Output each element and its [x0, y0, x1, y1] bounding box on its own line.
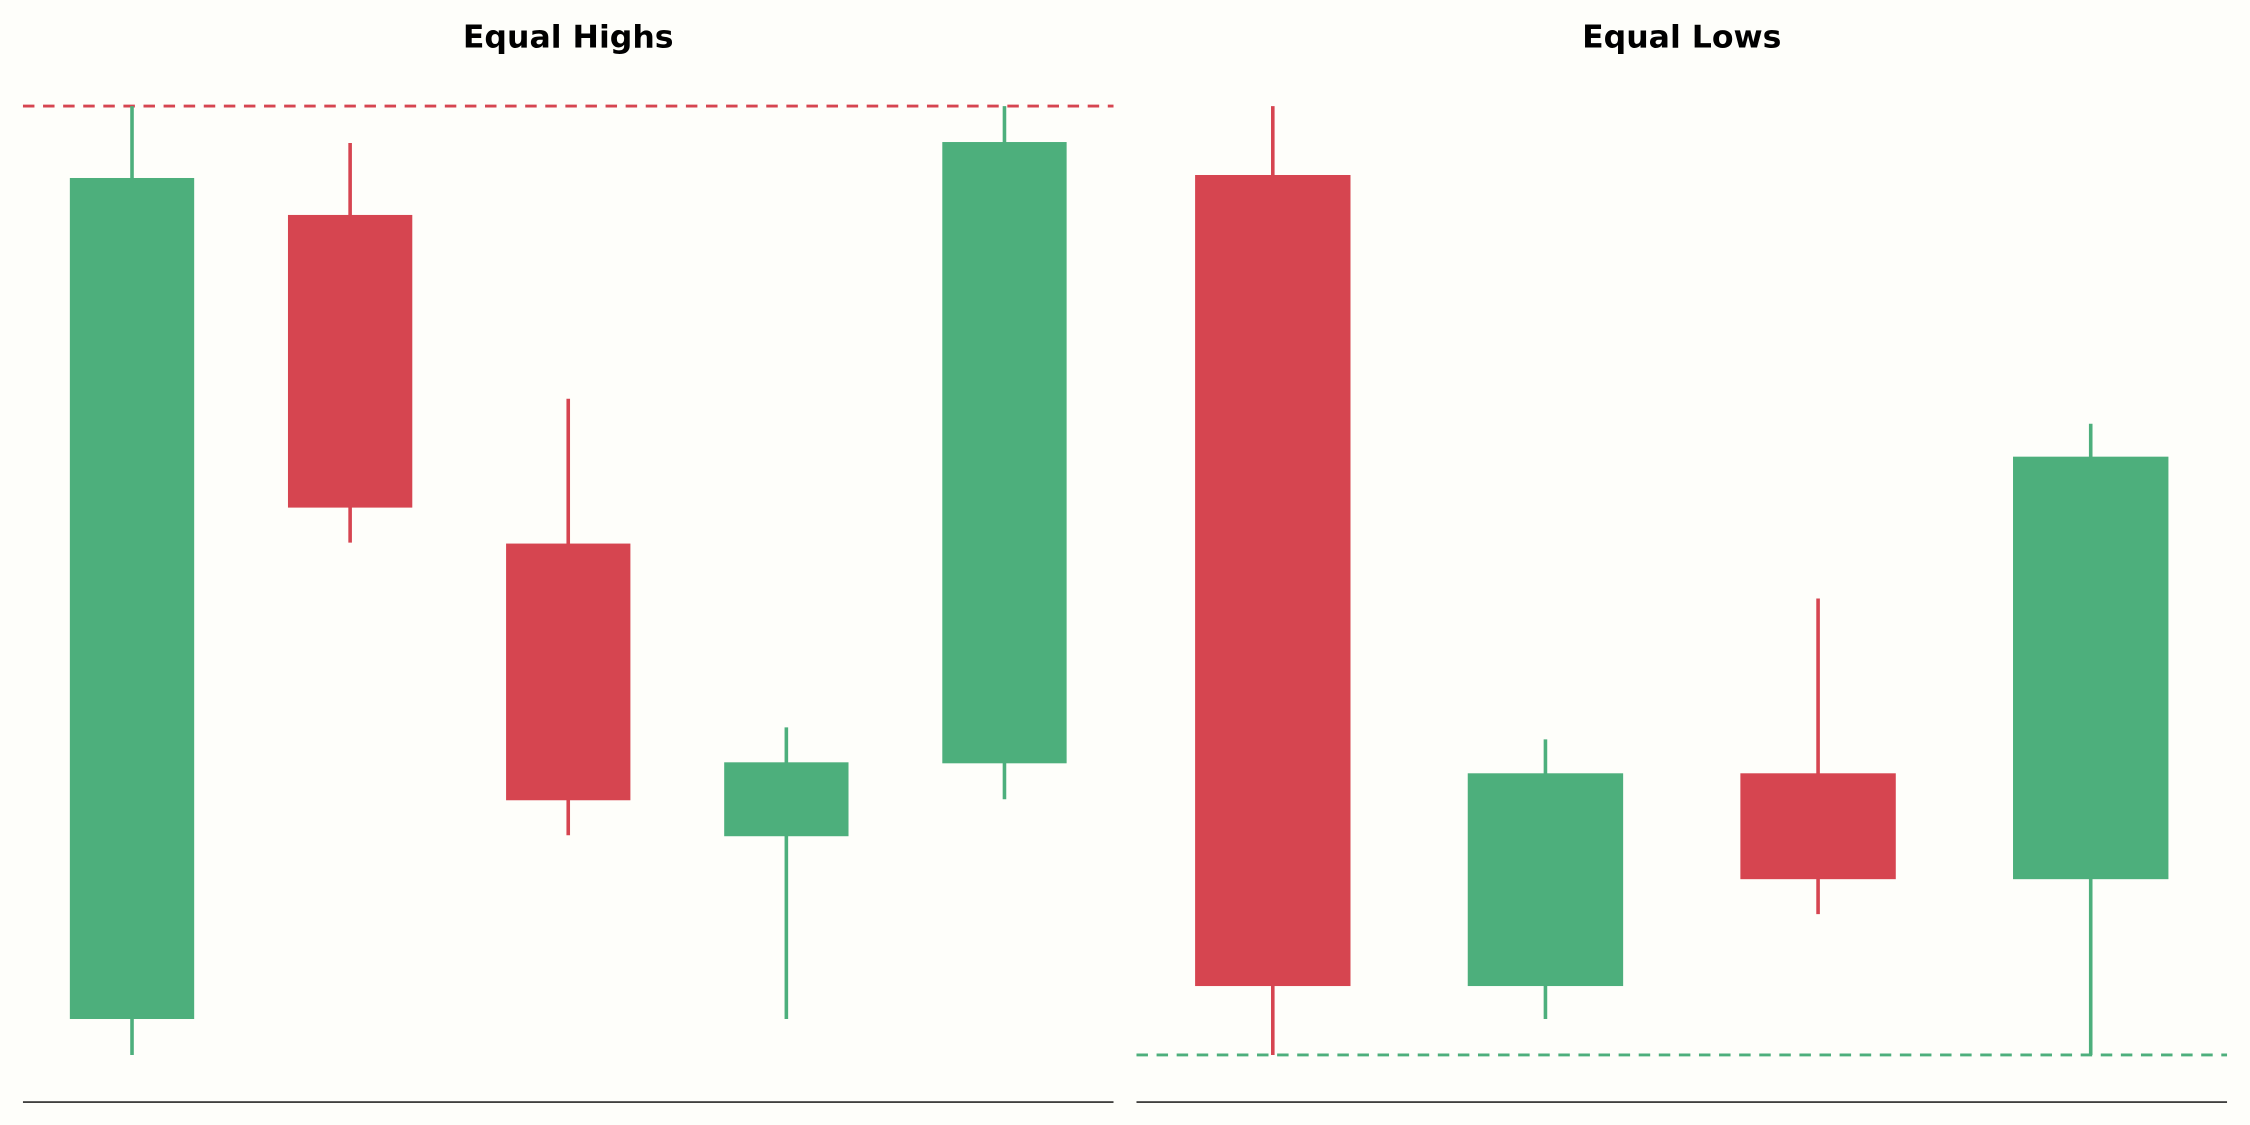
candle-body	[1195, 174, 1351, 987]
candle-body	[506, 543, 631, 801]
chart-title: Equal Lows	[1582, 19, 1781, 55]
candle-body	[69, 177, 195, 1020]
candle-body	[724, 762, 849, 837]
candle-body	[2013, 456, 2169, 880]
chart-title: Equal Highs	[463, 19, 674, 55]
candle-body	[1740, 773, 1896, 880]
candle-body	[1467, 773, 1624, 987]
candle-body	[942, 142, 1067, 764]
candle-body	[287, 214, 413, 508]
